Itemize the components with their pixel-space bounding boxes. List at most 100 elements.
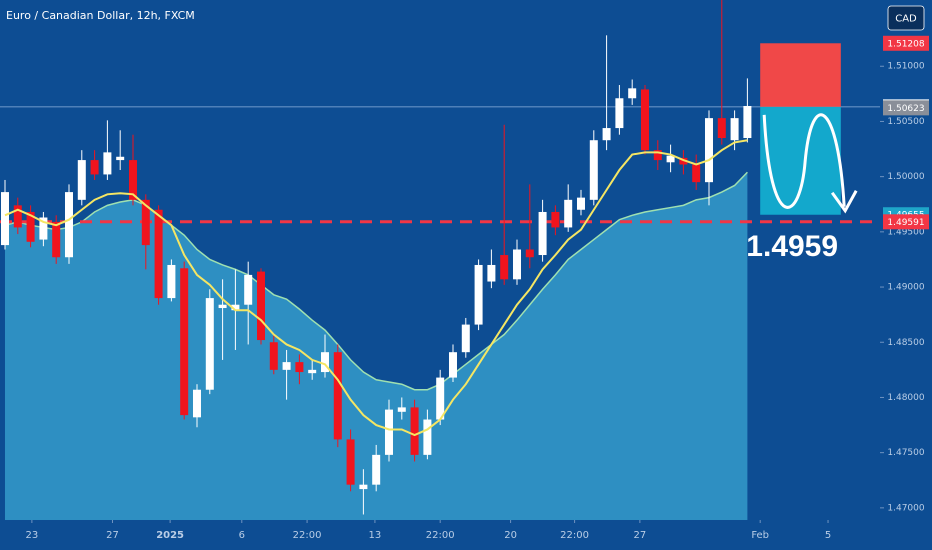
x-tick-label: 23 xyxy=(26,530,39,541)
chart-title: Euro / Canadian Dollar, 12h, FXCM xyxy=(6,9,195,22)
x-tick-label: 6 xyxy=(239,530,245,541)
x-tick-label: 13 xyxy=(369,530,382,541)
band-area xyxy=(4,172,748,520)
candle-body xyxy=(666,155,675,163)
candle-body xyxy=(167,264,176,299)
candle-body xyxy=(180,268,189,416)
x-tick-label: Feb xyxy=(751,530,769,541)
candle-body xyxy=(282,362,291,370)
candle-body xyxy=(423,419,432,455)
candle-body xyxy=(218,304,227,309)
candle-body xyxy=(615,98,624,129)
x-tick-label: 27 xyxy=(634,530,647,541)
candle-body xyxy=(0,192,9,246)
band-line xyxy=(4,171,748,391)
price-label-box xyxy=(883,100,929,116)
y-tick-label: 1.50500 xyxy=(887,117,924,127)
candle-body xyxy=(244,274,253,305)
candle-body xyxy=(397,407,406,412)
currency-box[interactable] xyxy=(887,5,925,31)
candle-body xyxy=(13,205,22,228)
target-zone xyxy=(760,106,841,215)
candle-body xyxy=(500,255,509,280)
candle-body xyxy=(295,362,304,373)
x-tick-label: 22:00 xyxy=(426,530,455,541)
candle-body xyxy=(487,264,496,282)
arrow-head xyxy=(830,190,858,214)
y-tick-label: 1.47000 xyxy=(887,503,924,513)
candle-body xyxy=(116,156,125,161)
x-tick-label: 22:00 xyxy=(560,530,589,541)
candle-body xyxy=(461,324,470,353)
price-label-box xyxy=(883,214,929,230)
x-tick-label: 5 xyxy=(825,530,831,541)
candle-body xyxy=(564,199,573,228)
candle-body xyxy=(384,409,393,455)
x-tick-label: 2025 xyxy=(156,530,184,541)
annotation: 1.4959 xyxy=(746,230,838,263)
candle-body xyxy=(474,264,483,325)
candle-body xyxy=(77,160,86,200)
candle-body xyxy=(448,352,457,378)
candle-body xyxy=(154,209,163,299)
y-tick-label: 1.48500 xyxy=(887,338,924,348)
candle-body xyxy=(231,304,240,311)
price-label: 1.51208 xyxy=(887,39,924,49)
y-tick-label: 1.49500 xyxy=(887,227,924,237)
candle-body xyxy=(410,407,419,455)
candle-body xyxy=(653,150,662,161)
candle-body xyxy=(551,211,560,228)
candle-body xyxy=(538,211,547,256)
plot-area: 1.4959 xyxy=(0,0,880,520)
candle-body xyxy=(743,105,752,139)
candle-body xyxy=(333,352,342,440)
x-tick-label: 27 xyxy=(106,530,119,541)
candle-body xyxy=(103,152,112,175)
candle-body xyxy=(692,164,701,183)
candle-body xyxy=(52,221,61,258)
candle-body xyxy=(269,342,278,370)
candle-body xyxy=(256,271,265,341)
candle-body xyxy=(39,217,48,240)
candle-body xyxy=(717,118,726,139)
y-tick-label: 1.47500 xyxy=(887,448,924,458)
stop-zone xyxy=(760,43,841,107)
candle-body xyxy=(26,211,35,242)
candle-body xyxy=(141,199,150,246)
candle-body xyxy=(512,249,521,280)
candle-body xyxy=(525,249,534,258)
y-tick-label: 1.48000 xyxy=(887,393,924,403)
candle-body xyxy=(589,140,598,200)
y-tick-label: 1.49000 xyxy=(887,283,924,293)
candle-body xyxy=(64,192,73,258)
ema-line xyxy=(4,139,748,437)
candle-body xyxy=(628,88,637,99)
candle-body xyxy=(372,454,381,485)
price-label: 1.50623 xyxy=(887,104,924,114)
candle-body xyxy=(205,298,214,390)
currency-label[interactable]: CAD xyxy=(895,14,917,25)
candle-body xyxy=(730,118,739,141)
y-tick-label: 1.50000 xyxy=(887,172,924,182)
candle-body xyxy=(576,197,585,210)
y-tick-label: 1.51000 xyxy=(887,62,924,72)
candle-body xyxy=(90,160,99,175)
candle-body xyxy=(308,369,317,374)
candle-body xyxy=(320,352,329,373)
candle-body xyxy=(602,128,611,141)
x-tick-label: 20 xyxy=(504,530,517,541)
candle-body xyxy=(679,157,688,165)
forecast-arrow xyxy=(762,113,846,209)
candle-body xyxy=(192,389,201,418)
price-label: 1.49591 xyxy=(887,218,924,228)
candle-body xyxy=(704,118,713,183)
candle-body xyxy=(128,160,137,200)
candle-body xyxy=(346,439,355,485)
candle-body xyxy=(640,89,649,151)
candle-body xyxy=(359,484,368,490)
x-tick-label: 22:00 xyxy=(293,530,322,541)
candle-body xyxy=(436,377,445,420)
price-label-box xyxy=(883,35,929,51)
